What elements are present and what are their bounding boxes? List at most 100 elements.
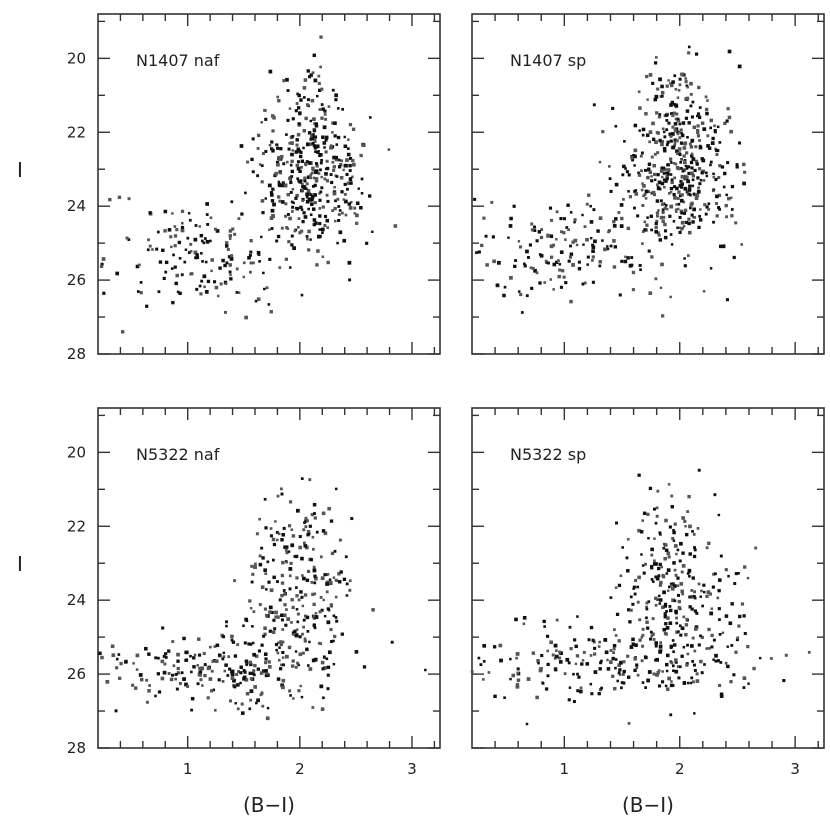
data-point: [662, 146, 667, 151]
data-point: [706, 99, 709, 102]
data-point: [716, 659, 720, 663]
data-point: [249, 239, 253, 243]
y-tick-label: 28: [67, 345, 86, 363]
data-point: [673, 568, 677, 572]
data-point: [679, 167, 683, 170]
data-point: [516, 671, 520, 675]
data-point: [562, 275, 566, 279]
data-point: [627, 538, 630, 541]
data-point: [689, 193, 692, 197]
data-point: [669, 683, 674, 688]
data-point: [99, 264, 104, 268]
data-point: [691, 680, 695, 684]
data-point: [683, 208, 688, 213]
data-point: [310, 98, 315, 103]
data-point: [667, 483, 671, 486]
data-point: [306, 175, 311, 180]
data-point: [578, 689, 583, 694]
data-point: [339, 175, 344, 180]
data-point: [664, 684, 668, 688]
data-point: [665, 128, 669, 132]
data-point: [271, 214, 275, 218]
data-point: [686, 165, 690, 169]
data-point: [306, 519, 309, 523]
data-point: [355, 213, 359, 218]
data-point: [680, 570, 684, 574]
data-point: [359, 205, 363, 210]
data-point: [268, 143, 272, 147]
data-point: [665, 572, 669, 575]
data-point: [245, 619, 249, 623]
data-point: [312, 144, 316, 148]
data-point: [261, 669, 266, 673]
data-point: [655, 562, 658, 566]
data-point: [678, 136, 682, 140]
data-point: [599, 661, 603, 665]
data-point: [646, 175, 650, 180]
data-point: [687, 217, 691, 221]
data-point: [648, 140, 652, 144]
data-point: [320, 103, 324, 106]
data-point: [689, 92, 693, 96]
data-point: [312, 624, 316, 628]
data-point: [689, 160, 694, 165]
data-point: [160, 676, 165, 681]
data-point: [199, 292, 203, 296]
data-point: [301, 197, 305, 202]
data-point: [291, 205, 295, 209]
data-point: [511, 673, 516, 678]
data-point: [272, 116, 276, 120]
data-point: [233, 654, 238, 658]
data-point: [628, 620, 632, 624]
data-point: [349, 177, 352, 180]
data-point: [288, 587, 292, 591]
data-point: [229, 257, 234, 261]
data-point: [637, 171, 640, 175]
data-point: [680, 158, 683, 161]
data-point: [264, 613, 269, 618]
data-point: [296, 661, 300, 665]
data-point: [680, 182, 684, 186]
data-point: [603, 638, 608, 642]
data-point: [689, 206, 692, 210]
data-point: [656, 489, 660, 493]
data-point: [586, 255, 590, 259]
data-point: [342, 577, 347, 581]
data-point: [518, 245, 523, 249]
data-point: [248, 671, 252, 675]
data-point: [627, 173, 631, 177]
data-point: [670, 100, 675, 105]
data-point: [294, 109, 298, 113]
data-point: [318, 234, 322, 238]
data-point: [665, 118, 669, 122]
data-point: [680, 626, 685, 630]
data-point: [649, 630, 653, 634]
data-point: [306, 188, 311, 193]
data-point: [713, 124, 716, 128]
plot-frame: [97, 407, 441, 749]
data-point: [180, 273, 184, 277]
data-point: [690, 138, 695, 143]
data-point: [639, 530, 644, 534]
data-point: [615, 612, 620, 616]
data-point: [242, 676, 246, 681]
data-point: [250, 157, 254, 162]
data-point: [728, 621, 733, 626]
data-point: [600, 686, 604, 690]
data-point: [139, 677, 144, 682]
data-point: [424, 668, 427, 672]
data-point: [306, 237, 309, 241]
data-point: [329, 144, 333, 147]
data-point: [228, 667, 231, 671]
data-point: [313, 170, 318, 175]
data-point: [704, 95, 708, 99]
data-point: [284, 592, 287, 596]
data-point: [209, 239, 212, 243]
data-point: [110, 644, 115, 649]
data-point: [720, 165, 725, 169]
data-point: [264, 674, 268, 678]
data-point: [646, 512, 650, 516]
data-point: [290, 598, 294, 602]
x-tick-label: 3: [790, 760, 800, 778]
